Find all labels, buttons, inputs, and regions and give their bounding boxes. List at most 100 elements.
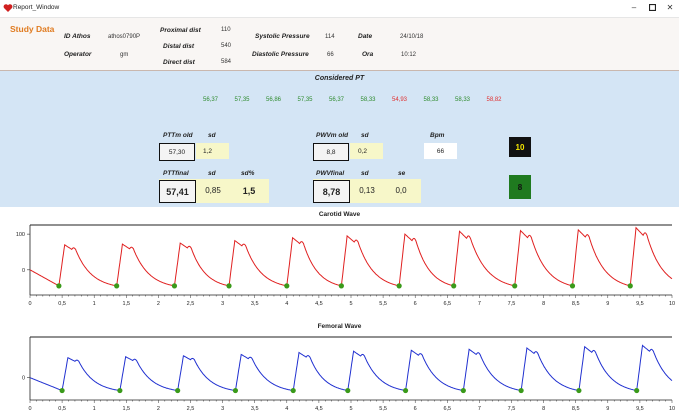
carotid-x-tick-label: 3,5 (251, 301, 259, 307)
femoral-x-tick-label: 2 (157, 406, 160, 412)
carotid-beat-foot-marker (451, 283, 457, 289)
femoral-x-tick-label: 5,5 (379, 406, 387, 412)
femoral-x-tick-label: 4,5 (315, 406, 323, 412)
ptt-final-sd-label: sd (208, 170, 216, 177)
considered-pt-value: 58,82 (486, 97, 502, 103)
heart-icon (3, 4, 13, 12)
carotid-x-tick-label: 4,5 (315, 301, 323, 307)
study-data-title: Study Data (10, 24, 55, 34)
carotid-beat-foot-marker (284, 283, 290, 289)
femoral-beat-foot-marker (232, 387, 239, 394)
femoral-x-tick-label: 3,5 (251, 406, 259, 412)
ptt-final-sd-value: 0,85 (205, 186, 221, 195)
proximal-dist-value: 110 (221, 27, 231, 33)
considered-pt-value: 56,37 (203, 97, 219, 103)
considered-pt-title: Considered PT (314, 75, 365, 82)
femoral-x-tick-label: 9,5 (636, 406, 644, 412)
femoral-beat-foot-marker (345, 387, 351, 394)
femoral-x-tick-label: 3 (221, 406, 224, 412)
considered-pt-value: 57,35 (297, 97, 313, 103)
bpm-label: Bpm (430, 132, 445, 139)
carotid-x-tick-label: 10 (669, 301, 675, 307)
carotid-x-tick-label: 7,5 (508, 301, 516, 307)
pttm-old-label: PTTm old (163, 132, 193, 139)
pwv-final-sd-label: sd (361, 170, 369, 177)
distal-dist-label: Distal dist (163, 43, 195, 50)
femoral-x-tick-label: 4 (285, 406, 288, 412)
femoral-waveform-line (29, 344, 673, 392)
femoral-chart-title: Femoral Wave (317, 323, 362, 330)
carotid-x-tick-label: 6 (414, 301, 417, 307)
window-title: Report_Window (13, 4, 60, 11)
ora-value: 10:12 (401, 52, 417, 58)
considered-pt-value: 58,33 (423, 97, 439, 103)
femoral-beat-foot-marker (576, 387, 582, 394)
carotid-y-tick-label: 100 (16, 232, 25, 238)
carotid-x-tick-label: 3 (221, 301, 224, 307)
femoral-beat-foot-marker (460, 387, 466, 394)
femoral-x-tick-label: 0 (28, 406, 31, 412)
considered-pt-value: 56,37 (329, 97, 345, 103)
femoral-beat-foot-marker (290, 387, 296, 394)
carotid-y-tick-label: 0 (22, 268, 25, 274)
femoral-x-tick-label: 6 (414, 406, 417, 412)
carotid-x-tick-label: 9 (606, 301, 609, 307)
carotid-x-tick-label: 9,5 (636, 301, 644, 307)
carotid-beat-foot-marker (396, 283, 402, 289)
femoral-x-tick-label: 7 (478, 406, 481, 412)
carotid-x-tick-label: 4 (285, 301, 288, 307)
bpm-value: 66 (424, 143, 457, 159)
operator-value: gm (120, 52, 129, 58)
femoral-beat-foot-marker (175, 387, 181, 394)
carotid-beat-foot-marker (512, 283, 518, 289)
pwvm-sd-label: sd (361, 132, 369, 139)
ptt-final-sdp-label: sd% (241, 170, 255, 177)
carotid-x-tick-label: 5,5 (379, 301, 387, 307)
femoral-x-tick-label: 8 (542, 406, 545, 412)
diastolic-pressure-label: Diastolic Pressure (252, 51, 309, 58)
direct-dist-value: 584 (221, 59, 232, 65)
direct-dist-label: Direct dist (163, 59, 195, 66)
femoral-beat-foot-marker (402, 387, 409, 394)
ora-label: Ora (362, 51, 374, 58)
pttm-old-value: 57,30 (159, 143, 195, 161)
femoral-x-tick-label: 0,5 (58, 406, 66, 412)
femoral-x-tick-label: 2,5 (187, 406, 195, 412)
femoral-x-tick-label: 7,5 (508, 406, 516, 412)
carotid-x-tick-label: 0 (28, 301, 31, 307)
proximal-dist-label: Proximal dist (160, 27, 201, 34)
maximize-icon (648, 3, 656, 12)
femoral-x-tick-label: 6,5 (443, 406, 451, 412)
carotid-x-tick-label: 8,5 (572, 301, 580, 307)
femoral-x-tick-label: 8,5 (572, 406, 580, 412)
systolic-pressure-value: 114 (325, 34, 335, 40)
pttm-sd-label: sd (208, 132, 216, 139)
ptt-final-sdp-value: 1,5 (242, 185, 256, 196)
femoral-x-tick-label: 1 (93, 406, 96, 412)
pwvm-old-value: 8,8 (313, 143, 349, 161)
considered-pt-value: 54,93 (392, 97, 408, 103)
carotid-x-tick-label: 1,5 (122, 301, 130, 307)
minimize-button[interactable]: – (631, 3, 637, 12)
carotid-beat-foot-marker (226, 283, 232, 289)
close-button[interactable]: ✕ (666, 3, 674, 12)
carotid-beat-foot-marker (338, 283, 344, 289)
date-value: 24/10/18 (400, 34, 424, 40)
femoral-x-tick-label: 5 (349, 406, 352, 412)
operator-label: Operator (64, 51, 92, 58)
distal-dist-value: 540 (221, 43, 232, 49)
carotid-x-tick-label: 0,5 (58, 301, 66, 307)
id-athos-value: athos0790P (108, 34, 141, 40)
ptt-final-label: PTTfinal (163, 170, 189, 177)
femoral-beat-foot-marker (59, 387, 65, 394)
pwv-final-se-label: se (398, 170, 406, 177)
considered-pt-value: 57,35 (234, 97, 250, 103)
maximize-button[interactable] (645, 2, 659, 14)
date-label: Date (358, 33, 373, 40)
pwvm-old-label: PWVm old (316, 132, 349, 139)
femoral-x-tick-label: 10 (669, 406, 675, 412)
study-info-panel (0, 18, 679, 72)
pttm-sd-value: 1,2 (196, 143, 229, 159)
femoral-x-tick-label: 1,5 (122, 406, 130, 412)
carotid-beat-foot-marker (114, 283, 120, 289)
